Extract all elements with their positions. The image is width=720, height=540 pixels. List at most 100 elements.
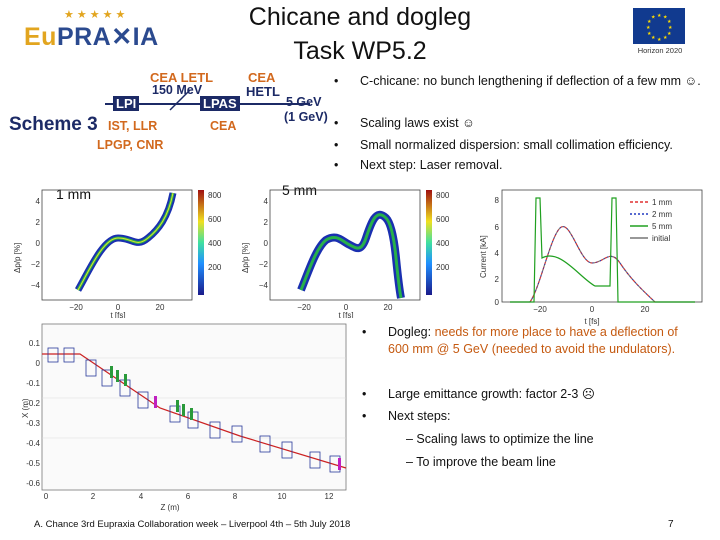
colorbar-tick: 600 [208,215,222,224]
ytick: −2 [259,260,269,269]
svg-text:★: ★ [668,25,673,31]
title-line-1: Chicane and dogleg [248,3,472,31]
xtick: 10 [278,492,287,501]
ytick: 2 [36,218,41,227]
svg-text:★: ★ [651,35,656,41]
xlabel-t-2: t [fs] [338,311,353,318]
phase-space-plot-5mm: Δp/p [%] 4 2 0 −2 −4 −20 0 20 t [fs] 800… [241,189,450,318]
xtick: −20 [69,303,83,312]
ytick: -0.3 [26,419,40,428]
svg-text:★: ★ [657,13,662,19]
svg-text:★: ★ [647,19,652,25]
cea-letl-label: CEA LETL [150,70,214,85]
svg-text:★: ★ [651,15,656,21]
ytick: -0.2 [26,399,40,408]
svg-text:★: ★ [647,31,652,37]
sub-improve-beamline: – To improve the beam line [406,455,556,469]
colorbar [198,190,204,295]
xtick: −20 [297,303,311,312]
xtick: 6 [186,492,191,501]
svg-text:★: ★ [657,37,662,43]
colorbar [426,190,432,295]
logo-stars: ★★★★★ [64,9,129,21]
energy-1gev-label: (1 GeV) [284,110,328,124]
xtick: −20 [533,305,547,314]
colorbar-tick: 800 [208,191,222,200]
lpas-box: LPAS [200,96,240,111]
svg-text:★: ★ [663,35,668,41]
bullet-chicane: • C-chicane: no bunch lengthening if defl… [334,74,701,88]
legend-entry-1mm: 1 mm [652,198,672,207]
ytick: 0 [36,359,41,368]
energy-5gev-label: 5 GeV [286,95,322,109]
xtick: 12 [325,492,334,501]
ytick: -0.5 [26,459,40,468]
phase-space-plot-1mm: Δp/p [%] 4 2 0 −2 −4 −20 0 20 t [fs] 800… [13,189,222,318]
xtick: 20 [384,303,393,312]
beamline-ylabel: X (m) [21,398,30,418]
legend-entry-2mm: 2 mm [652,210,672,219]
xlabel-t-1: t [fs] [110,311,125,318]
ytick: 0 [495,298,500,307]
xlabel-t-3: t [fs] [584,317,599,326]
xtick: 20 [641,305,650,314]
current-profile-plot: Current [kA] 8 6 4 2 0 1 mm 2 mm 5 mm in… [479,189,703,326]
footer-text: A. Chance 3rd Eupraxia Collaboration wee… [34,519,351,530]
title-line-2: Task WP5.2 [293,37,427,65]
page-number: 7 [668,519,674,530]
ytick: 8 [495,196,500,205]
bullet-dogleg: • Dogleg: needs for more place to have a … [362,325,678,356]
ylabel-dpp-2: Δp/p [%] [241,243,250,273]
xtick: 0 [44,492,49,501]
dogleg-prefix: Dogleg: [388,325,435,339]
ytick: −2 [31,260,41,269]
colorbar-tick: 200 [208,263,222,272]
xtick: 0 [344,303,349,312]
dogleg-highlight: needs for more place to have a deflectio… [388,325,678,356]
legend: 1 mm 2 mm 5 mm initial [630,198,672,243]
colorbar-tick: 600 [436,215,450,224]
colorbar-tick: 200 [436,263,450,272]
xtick: 8 [233,492,238,501]
ytick: -0.6 [26,479,40,488]
bullet-next-step: • Next step: Laser removal. [334,158,503,172]
funding-caption: Horizon 2020 [637,46,683,55]
xtick: 20 [156,303,165,312]
svg-text:★: ★ [663,15,668,21]
ytick: -0.4 [26,439,40,448]
xtick: 0 [116,303,121,312]
bullet-scaling-laws: • Scaling laws exist ☺ [334,116,475,130]
ytick: 4 [495,249,500,258]
colorbar-tick: 400 [208,239,222,248]
xtick: 4 [139,492,144,501]
ytick: −4 [259,281,269,290]
xtick: 2 [91,492,96,501]
eupraxia-logo: ★★★★★ EuPRA✕IA [24,8,158,60]
beamline-plot: X (m) 0.1 0 -0.1 -0.2 -0.3 -0.4 -0.5 -0.… [21,323,347,512]
ytick: -0.1 [26,379,40,388]
lpgp-cnr-label: LPGP, CNR [97,138,164,152]
ytick: 0 [36,239,41,248]
ist-llr-label: IST, LLR [108,119,158,133]
hetl-label: HETL [246,84,280,99]
bullet-dispersion: • Small normalized dispersion: small coll… [334,138,673,152]
scheme-label: Scheme 3 [9,114,98,135]
cea-bottom-label: CEA [210,119,237,133]
beamline-xlabel: Z (m) [160,503,179,512]
ylabel-current: Current [kA] [479,235,488,278]
cea-label: CEA [248,70,276,85]
ytick: 4 [264,197,269,206]
xtick: 0 [590,305,595,314]
sub-scaling-laws: – Scaling laws to optimize the line [406,432,594,446]
bullet-emittance: • Large emittance growth: factor 2-3 ☹ [362,387,595,401]
ytick: 0.1 [29,339,41,348]
ylabel-dpp-1: Δp/p [%] [13,243,22,273]
energy-150-label: 150 MeV [152,83,203,97]
colorbar-tick: 800 [436,191,450,200]
ytick: 0 [264,239,269,248]
bullet-next-steps: • Next steps: [362,409,451,423]
ytick: 2 [264,218,269,227]
colorbar-tick: 400 [436,239,450,248]
ytick: −4 [31,281,41,290]
svg-text:★: ★ [667,19,672,25]
